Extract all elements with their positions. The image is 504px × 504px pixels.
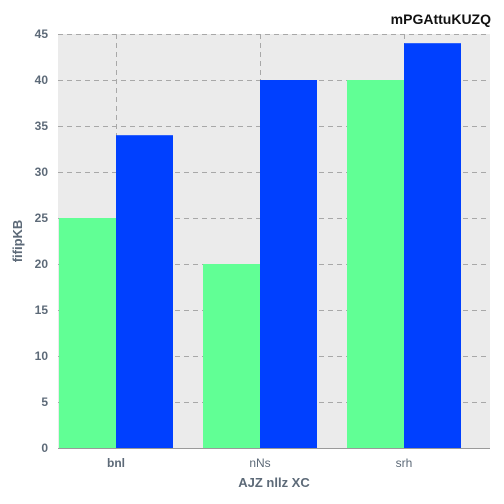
y-tick-label: 10 — [35, 349, 49, 363]
bars — [59, 43, 461, 448]
chart-title: mPGAttuKUZQ — [391, 11, 491, 27]
x-tick-label: srh — [396, 456, 413, 470]
y-tick-label: 0 — [41, 441, 48, 455]
y-tick-label: 30 — [35, 165, 49, 179]
bar — [347, 80, 404, 448]
y-tick-label: 45 — [35, 27, 49, 41]
x-axis-label: AJZ nllz XC — [238, 475, 310, 490]
bar — [59, 218, 116, 448]
y-tick-label: 20 — [35, 257, 49, 271]
y-tick-labels: 0 5 10 15 20 25 30 35 40 45 — [35, 27, 49, 455]
x-tick-label: bnl — [107, 456, 125, 470]
bar — [260, 80, 317, 448]
bar — [203, 264, 260, 448]
y-tick-label: 25 — [35, 211, 49, 225]
y-tick-label: 5 — [41, 395, 48, 409]
x-tick-labels: bnl nNs srh — [107, 456, 412, 470]
y-tick-label: 15 — [35, 303, 49, 317]
y-axis-label: fifipKB — [10, 220, 25, 263]
bar — [404, 43, 461, 448]
x-tick-label: nNs — [249, 456, 270, 470]
y-tick-label: 40 — [35, 73, 49, 87]
y-tick-label: 35 — [35, 119, 49, 133]
bar — [116, 135, 173, 448]
